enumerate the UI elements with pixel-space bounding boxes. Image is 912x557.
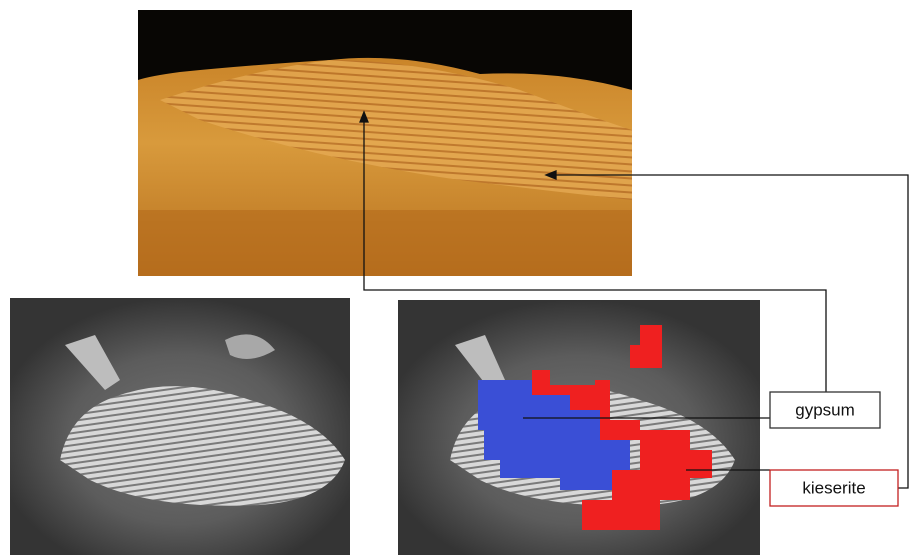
perspective-image [138,10,632,276]
kieserite-box [769,469,899,507]
gypsum-label: gypsum [795,400,855,419]
arrow-head [544,170,557,180]
connectors [359,110,909,489]
kieserite-label: kieserite [802,478,865,497]
gypsum-connector [363,122,827,392]
gypsum-box [769,391,881,429]
kieserite-connector [556,174,909,489]
arrow-head [359,110,369,123]
grayscale-image [10,298,350,555]
mineral-map-image [398,300,760,555]
